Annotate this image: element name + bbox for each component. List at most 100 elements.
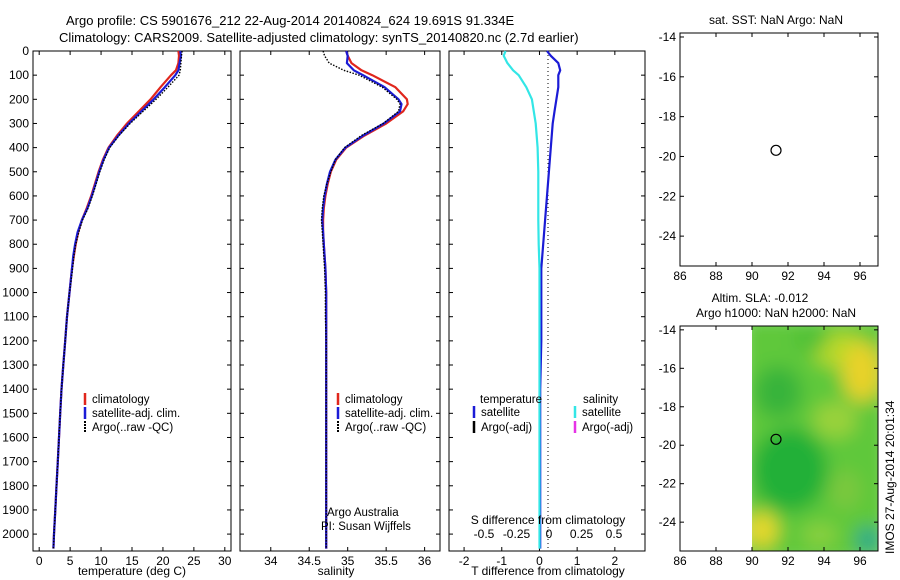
x-tick-label: 30: [218, 554, 232, 568]
sst-map-axes: 86 88 90 92 94 96 -14 -16 -18 -20 -22 -24: [659, 30, 878, 283]
series-satellite-adj-clim-: [52, 50, 182, 549]
depth-tick-label: 1300: [2, 358, 29, 372]
lon-tick-label: 86: [673, 554, 687, 568]
difference-x-axis: -2 -1 0 1 2: [459, 51, 619, 568]
legend-sal-satellite: satellite: [582, 407, 621, 419]
temperature-xlabel: temperature (deg C): [78, 564, 186, 578]
depth-axis: 0 100 200 300 400 500 600 700 800 900 1000 1100 1200…: [2, 44, 231, 541]
argo-position-marker: [770, 144, 782, 156]
temperature-axes-frame: [32, 50, 232, 552]
series-temperature-satellite: [539, 50, 562, 549]
depth-tick-label: 900: [9, 261, 29, 275]
temperature-lines: [52, 50, 183, 549]
lat-tick-label: -22: [659, 477, 677, 491]
depth-tick-label: 1800: [2, 479, 29, 493]
argo-position-marker: [770, 433, 782, 445]
sla-map-axes: 86 88 90 92 94 96 -14 -16 -18 -20 -22 -24: [659, 323, 878, 568]
depth-tick-label: 100: [9, 68, 29, 82]
s-difference-label: S difference from climatology: [471, 513, 626, 527]
x-tick-label: 5: [67, 554, 74, 568]
lon-tick-label: 96: [853, 554, 867, 568]
legend-sal-argo: Argo(-adj): [582, 422, 633, 434]
x-tick-label: 25: [187, 554, 201, 568]
legend-salinity-heading: salinity: [583, 394, 618, 406]
x-tick-label: 2: [612, 554, 619, 568]
salinity-xlabel: salinity: [318, 564, 355, 578]
lat-tick-label: -14: [659, 323, 677, 337]
x-tick-label: 1: [574, 554, 581, 568]
x-tick-label: 0: [36, 554, 43, 568]
sla-map-panel: Altim. SLA: -0.012 Argo h1000: NaN h2000…: [659, 291, 879, 568]
legend-temperature-heading: temperature: [480, 394, 542, 406]
sla-heatmap: [752, 326, 878, 551]
depth-tick-label: 1700: [2, 455, 29, 469]
depth-tick-label: 800: [9, 237, 29, 251]
x-tick-label: 10: [94, 554, 108, 568]
x-tick-label: 36: [418, 554, 432, 568]
depth-tick-label: 400: [9, 141, 29, 155]
depth-tick-label: 200: [9, 92, 29, 106]
x-tick-label: 35: [341, 554, 355, 568]
lon-tick-label: 90: [745, 269, 759, 283]
legend-satellite: satellite-adj. clim.: [92, 408, 180, 420]
depth-tick-label: 600: [9, 189, 29, 203]
x-tick-label: -2: [459, 554, 470, 568]
x-tick-label: 34.5: [298, 554, 322, 568]
depth-tick-label: 2000: [2, 527, 29, 541]
lat-tick-label: -14: [659, 30, 677, 44]
lat-tick-label: -24: [659, 515, 677, 529]
depth-tick-label: 1100: [3, 310, 29, 324]
series-argo-raw-qc-: [320, 50, 401, 549]
series-salinity-satellite: [502, 50, 541, 549]
lat-tick-label: -18: [659, 400, 677, 414]
header-line1: Argo profile: CS 5901676_212 22-Aug-2014…: [66, 13, 514, 28]
salinity-axes-frame: [239, 50, 441, 552]
sla-map-points: [770, 433, 782, 445]
salinity-x-axis: 34 34.5 35 35.5 36: [264, 51, 432, 568]
s-diff-tick-label: -0.5: [474, 527, 495, 541]
salinity-difference-top-ticks: -0.5 -0.25 0 0.25 0.5: [474, 527, 623, 541]
difference-depth-ticks: [449, 50, 645, 535]
depth-tick-label: 1200: [2, 334, 29, 348]
sla-title1: Altim. SLA: -0.012: [712, 291, 809, 305]
x-tick-label: 15: [125, 554, 139, 568]
lat-tick-label: -20: [659, 149, 677, 163]
series-climatology: [52, 50, 181, 549]
temperature-x-axis: 0 5 10 15 20 25 30: [36, 51, 232, 568]
x-tick-label: 0: [536, 554, 543, 568]
lon-tick-label: 92: [781, 554, 795, 568]
lat-tick-label: -16: [659, 361, 677, 375]
x-tick-label: 20: [156, 554, 170, 568]
depth-tick-label: 300: [9, 116, 29, 130]
series-climatology: [322, 50, 409, 549]
sst-title: sat. SST: NaN Argo: NaN: [709, 13, 843, 27]
salinity-depth-ticks: [240, 50, 440, 535]
x-tick-label: -1: [496, 554, 507, 568]
depth-tick-label: 500: [9, 165, 29, 179]
lat-tick-label: -22: [659, 189, 677, 203]
difference-panel: -2 -1 0 1 2 -0.5 -0.25 0 0.25 0.5 S difference f…: [448, 50, 646, 578]
footer-timestamp: IMOS 27-Aug-2014 20:01:34: [883, 400, 897, 554]
annotation-pi: PI: Susan Wijffels: [321, 521, 411, 533]
sst-map-points: [770, 144, 782, 156]
series-argo-raw-qc-: [52, 50, 183, 549]
s-diff-tick-label: -0.25: [503, 527, 531, 541]
depth-tick-label: 0: [22, 44, 29, 58]
temperature-panel: 0100200300400500600700800900100011001200…: [2, 44, 232, 578]
lon-tick-label: 92: [781, 269, 795, 283]
difference-lines: [502, 50, 562, 549]
depth-tick-label: 1900: [2, 503, 29, 517]
legend-argo: Argo(..raw -QC): [345, 422, 426, 434]
salinity-panel: 34 34.5 35 35.5 36 salinity climatology sate…: [239, 50, 441, 578]
legend-satellite: satellite-adj. clim.: [345, 408, 433, 420]
temperature-legend: climatology satellite-adj. clim. Argo(..…: [83, 393, 180, 434]
s-diff-tick-label: 0.25: [570, 527, 594, 541]
t-difference-xlabel: T difference from climatology: [471, 564, 625, 578]
depth-tick-label: 1600: [2, 430, 29, 444]
salinity-legend: climatology satellite-adj. clim. Argo(..…: [336, 393, 433, 434]
difference-axes-frame: [448, 50, 646, 552]
annotation-argo-australia: Argo Australia: [327, 507, 399, 519]
s-diff-tick-label: 0: [546, 527, 553, 541]
lat-tick-label: -24: [659, 229, 677, 243]
